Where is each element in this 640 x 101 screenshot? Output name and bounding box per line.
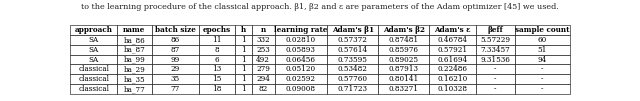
Text: to the learning procedure of the classical approach. β1, β2 and ε are parameters: to the learning procedure of the classic… (81, 3, 559, 11)
